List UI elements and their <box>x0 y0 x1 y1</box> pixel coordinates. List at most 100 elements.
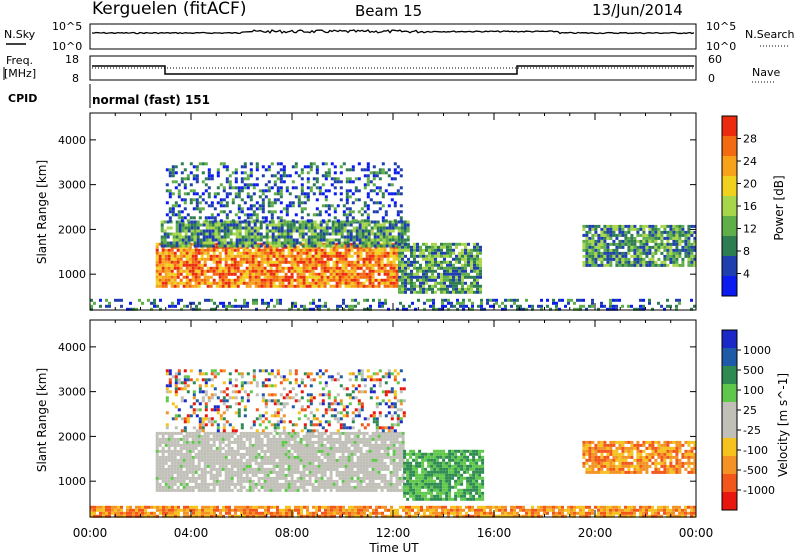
data-cell <box>290 431 294 435</box>
data-cell <box>411 301 414 305</box>
data-cell <box>212 488 216 492</box>
data-cell <box>273 174 277 178</box>
data-cell <box>594 224 598 228</box>
data-cell <box>155 449 159 453</box>
data-cell <box>397 238 401 242</box>
data-cell <box>343 229 347 233</box>
data-cell <box>263 449 267 453</box>
data-cell <box>218 275 222 279</box>
data-cell <box>166 235 170 239</box>
data-cell <box>212 482 216 486</box>
data-cell <box>200 467 204 471</box>
data-cell <box>203 248 207 252</box>
data-cell <box>394 226 398 230</box>
data-cell <box>294 195 298 199</box>
data-cell <box>261 174 265 178</box>
data-cell <box>191 467 195 471</box>
data-cell <box>389 458 393 462</box>
data-cell <box>627 242 631 246</box>
data-cell <box>591 242 595 246</box>
data-cell <box>249 174 253 178</box>
data-cell <box>169 241 173 245</box>
data-cell <box>366 192 370 196</box>
data-cell <box>684 242 688 246</box>
data-cell <box>161 479 165 483</box>
data-cell <box>309 186 313 190</box>
data-cell <box>392 458 396 462</box>
data-cell <box>476 272 479 276</box>
data-cell <box>344 275 348 279</box>
data-cell <box>209 458 213 462</box>
data-cell <box>257 263 261 267</box>
data-cell <box>260 443 264 447</box>
data-cell <box>234 213 238 217</box>
data-cell <box>380 467 384 471</box>
data-cell <box>398 269 401 273</box>
data-cell <box>367 232 371 236</box>
data-cell <box>358 241 362 245</box>
data-cell <box>185 464 189 468</box>
data-cell <box>181 238 185 242</box>
data-cell <box>156 304 159 308</box>
data-cell <box>422 272 425 276</box>
data-cell <box>242 248 246 252</box>
data-cell <box>633 236 637 240</box>
data-cell <box>194 482 198 486</box>
data-cell <box>257 482 261 486</box>
data-cell <box>326 254 330 258</box>
data-cell <box>341 443 345 447</box>
data-cell <box>211 229 215 233</box>
data-cell <box>255 216 259 220</box>
data-cell <box>386 464 390 468</box>
data-cell <box>233 260 237 264</box>
data-cell <box>305 455 309 459</box>
data-cell <box>278 485 282 489</box>
data-cell <box>207 168 211 172</box>
data-cell <box>179 437 183 441</box>
data-cell <box>456 298 459 302</box>
data-cell <box>356 473 360 477</box>
data-cell <box>188 434 192 438</box>
data-cell <box>473 245 476 249</box>
data-cell <box>170 467 174 471</box>
data-cell <box>201 192 205 196</box>
data-cell <box>675 239 679 243</box>
search-label: N.Search <box>745 28 795 41</box>
data-cell <box>294 162 298 166</box>
data-cell <box>215 482 219 486</box>
data-cell <box>185 260 189 264</box>
data-cell <box>401 431 405 435</box>
data-cell <box>284 473 288 477</box>
data-cell <box>597 239 601 243</box>
data-cell <box>194 275 198 279</box>
data-cell <box>407 266 410 270</box>
data-cell <box>311 488 315 492</box>
data-cell <box>335 437 339 441</box>
data-cell <box>170 281 174 285</box>
data-cell <box>242 446 246 450</box>
data-cell <box>168 174 172 178</box>
data-cell <box>452 266 455 270</box>
data-cell <box>585 239 589 243</box>
data-cell <box>285 186 289 190</box>
data-cell <box>374 260 378 264</box>
data-cell <box>338 470 342 474</box>
data-cell <box>218 434 222 438</box>
data-cell <box>300 186 304 190</box>
data-cell <box>173 266 177 270</box>
data-cell <box>190 235 194 239</box>
data-cell <box>367 244 371 248</box>
data-cell <box>464 281 467 285</box>
data-cell <box>222 189 226 193</box>
data-cell <box>248 275 252 279</box>
data-cell <box>223 232 227 236</box>
data-cell <box>389 470 393 474</box>
data-cell <box>150 307 153 311</box>
data-cell <box>167 452 171 456</box>
data-cell <box>329 458 333 462</box>
data-cell <box>194 278 198 282</box>
data-cell <box>389 431 393 435</box>
data-cell <box>188 257 192 261</box>
data-cell <box>435 307 438 311</box>
data-cell <box>464 245 467 249</box>
